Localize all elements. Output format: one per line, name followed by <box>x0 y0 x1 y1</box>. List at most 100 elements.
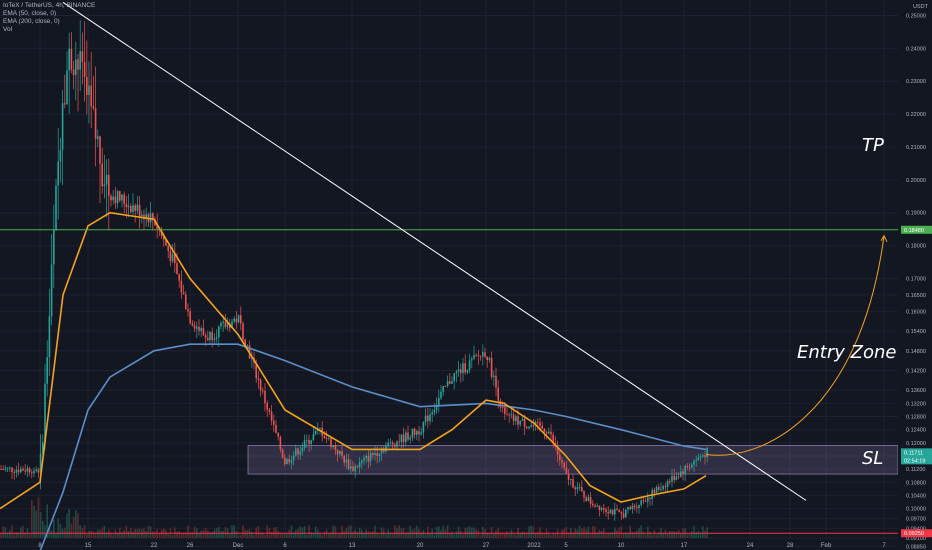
volume-bar <box>180 533 183 538</box>
candle-body <box>2 469 4 471</box>
volume-bar <box>651 534 653 538</box>
candle-body <box>526 426 528 429</box>
candle-body <box>171 254 174 262</box>
volume-bar <box>675 531 678 538</box>
volume-bar <box>152 531 154 538</box>
candle-body <box>198 326 200 331</box>
volume-bar <box>598 529 601 538</box>
time-tick-label: 26 <box>187 543 194 549</box>
candle-body <box>57 161 59 186</box>
volume-bar <box>53 519 55 538</box>
volume-bar <box>587 526 590 538</box>
price-tick-label: 0.16000 <box>906 309 926 315</box>
volume-bar <box>77 513 79 538</box>
volume-bar <box>552 533 554 538</box>
time-tick-label: 2022 <box>527 543 541 549</box>
candle-body <box>255 362 257 379</box>
candle-body <box>389 442 392 444</box>
candle-body <box>660 489 662 490</box>
volume-bar <box>116 532 119 538</box>
volume-bar <box>299 526 301 538</box>
candle-body <box>220 322 222 327</box>
volume-bar <box>385 534 387 538</box>
candle-body <box>266 403 268 410</box>
candle-body <box>134 205 136 211</box>
ema50-legend[interactable]: EMA (50, close, 0) <box>3 10 57 17</box>
ema200-legend[interactable]: EMA (200, close, 0) <box>3 18 60 25</box>
candle-body <box>103 184 106 187</box>
time-tick-label: 27 <box>483 543 490 549</box>
volume-bar <box>246 530 249 538</box>
candle-body <box>290 460 293 463</box>
candle-body <box>61 103 64 150</box>
volume-bar <box>464 527 466 538</box>
candle-body <box>264 390 266 404</box>
candle-body <box>176 263 178 275</box>
volume-bar <box>59 523 62 538</box>
candle-body <box>607 511 609 514</box>
candle-body <box>669 480 671 482</box>
volume-bar <box>435 526 438 538</box>
volume-bars <box>0 497 708 538</box>
volume-bar <box>550 534 552 538</box>
volume-bar <box>339 533 341 538</box>
price-tick-label: 0.12800 <box>906 415 926 421</box>
candle-body <box>528 426 530 429</box>
candle-body <box>581 486 583 491</box>
candle-body <box>339 450 341 455</box>
candle-body <box>46 357 48 384</box>
candle-body <box>572 479 574 488</box>
candle-body <box>365 455 367 458</box>
volume-bar <box>94 533 97 538</box>
candle-body <box>512 414 515 422</box>
volume-bar <box>75 510 77 538</box>
volume-bar <box>541 533 543 538</box>
volume-bar <box>202 530 205 538</box>
volume-bar <box>578 525 581 538</box>
volume-bar <box>625 532 627 538</box>
candle-body <box>574 487 576 490</box>
candle-body <box>246 345 249 347</box>
candle-body <box>662 486 664 490</box>
volume-bar <box>508 533 510 538</box>
candle-body <box>185 294 187 310</box>
price-tick-label: 0.24000 <box>906 46 926 52</box>
volume-bar <box>70 523 73 538</box>
candle-body <box>125 203 128 208</box>
candle-body <box>504 407 506 414</box>
candle-body <box>490 357 493 377</box>
price-tick-label: 0.23000 <box>906 79 926 85</box>
candle-body <box>33 470 35 474</box>
candle-body <box>86 77 88 95</box>
candle-body <box>440 391 442 398</box>
volume-bar <box>235 531 238 538</box>
volume-bar <box>229 534 231 538</box>
candle-body <box>308 439 310 445</box>
volume-bar <box>218 527 220 538</box>
candle-body <box>202 328 205 335</box>
candle-body <box>561 460 563 463</box>
symbol-title[interactable]: IoTeX / TetherUS, 4h, BINANCE <box>3 2 96 9</box>
volume-legend[interactable]: Vol <box>3 26 13 33</box>
candle-body <box>231 321 233 329</box>
volume-bar <box>295 530 297 538</box>
candle-body <box>343 456 345 463</box>
price-axis[interactable]: USDT 0.25000 0.24000 0.23000 0.22000 0.21000 0… <box>898 0 932 550</box>
candle-body <box>310 440 312 445</box>
volume-bar <box>240 534 242 538</box>
candle-body <box>647 497 649 502</box>
volume-bar <box>231 525 233 538</box>
candle-body <box>237 315 240 323</box>
volume-bar <box>367 530 370 538</box>
volume-bar <box>352 531 354 538</box>
volume-bar <box>321 534 323 538</box>
candle-body <box>501 407 504 409</box>
candle-body <box>163 236 165 240</box>
candle-body <box>530 425 532 427</box>
price-tick-label: 0.09700 <box>906 516 926 522</box>
volume-bar <box>523 532 526 538</box>
time-axis[interactable]: 8 15 22 26 Dec 6 13 20 27 2022 5 10 17 24 28 Feb 7 <box>38 543 886 549</box>
current-price-countdown-text: 02:54:19 <box>904 458 925 464</box>
volume-bar <box>589 533 592 538</box>
